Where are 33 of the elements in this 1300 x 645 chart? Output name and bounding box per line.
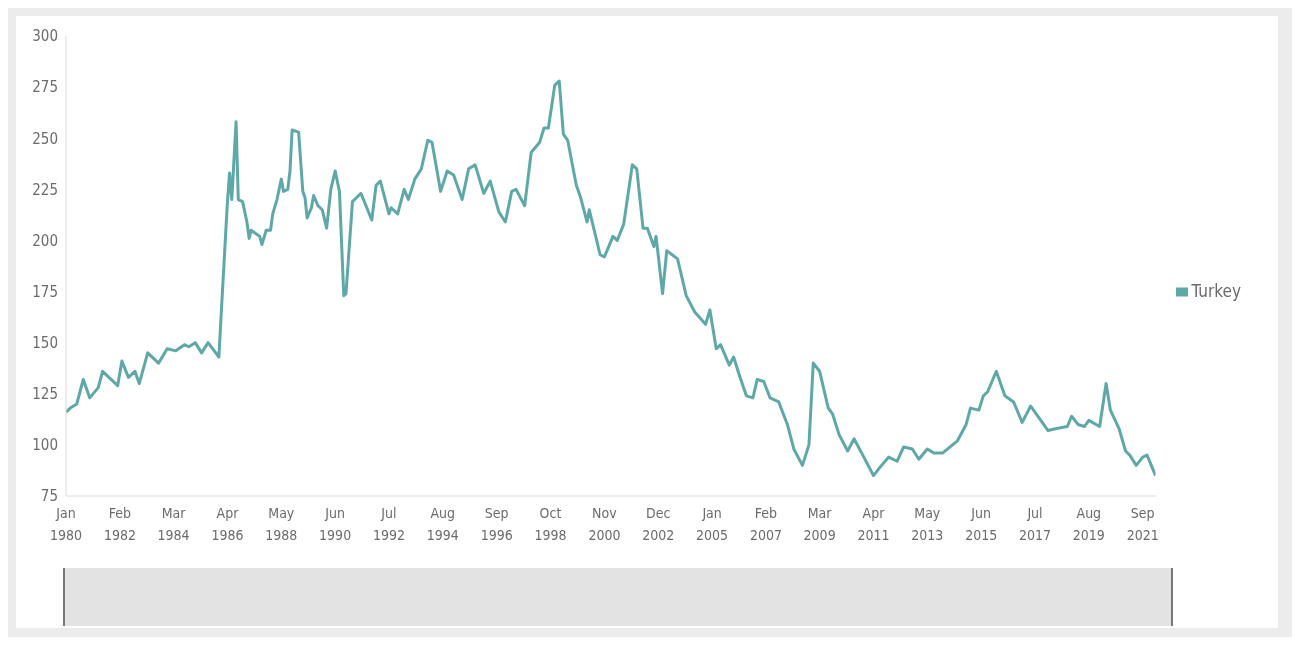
x-tick-label: Jul 1992: [372, 505, 405, 543]
x-tick-label: Dec 2002: [642, 505, 675, 543]
x-tick-label: Feb 2007: [749, 505, 782, 543]
x-tick-label: Jul 2017: [1018, 505, 1052, 543]
x-tick-label: Mar 2009: [803, 505, 836, 543]
y-tick-label: 275: [32, 78, 58, 97]
x-tick-label: Sep 2021: [1126, 505, 1159, 543]
y-tick-label: 175: [32, 282, 58, 301]
x-tick-label: Mar 1984: [157, 505, 190, 543]
y-tick-label: 150: [32, 333, 58, 352]
x-tick-label: Sep 1996: [480, 505, 513, 543]
x-tick-label: Jun 2015: [965, 505, 998, 543]
y-tick-label: 100: [32, 436, 58, 455]
x-tick-label: May 1988: [265, 505, 298, 543]
line-series: [66, 79, 1156, 478]
x-tick-label: Jan 2005: [696, 505, 729, 543]
y-tick-label: 200: [32, 231, 58, 250]
x-tick-label: Jun 1990: [319, 505, 352, 543]
y-tick-label: 300: [32, 27, 58, 46]
y-tick-label: 125: [32, 385, 58, 404]
x-tick-label: Apr 2011: [857, 505, 890, 543]
y-tick-label: 225: [32, 180, 58, 199]
legend-label: Turkey: [1191, 281, 1241, 301]
y-tick-label: 75: [40, 487, 58, 506]
y-tick-label: 250: [32, 129, 58, 148]
x-tick-label: May 2013: [911, 505, 944, 543]
x-tick-label: Oct 1998: [534, 505, 567, 543]
x-tick-label: Apr 1986: [211, 505, 244, 543]
x-tick-label: Aug 2019: [1072, 505, 1105, 543]
x-tick-label: Nov 2000: [588, 505, 621, 543]
x-tick-label: Feb 1982: [103, 505, 136, 543]
x-tick-label: Jan 1980: [49, 505, 83, 543]
x-tick-label: Aug 1994: [426, 505, 459, 543]
